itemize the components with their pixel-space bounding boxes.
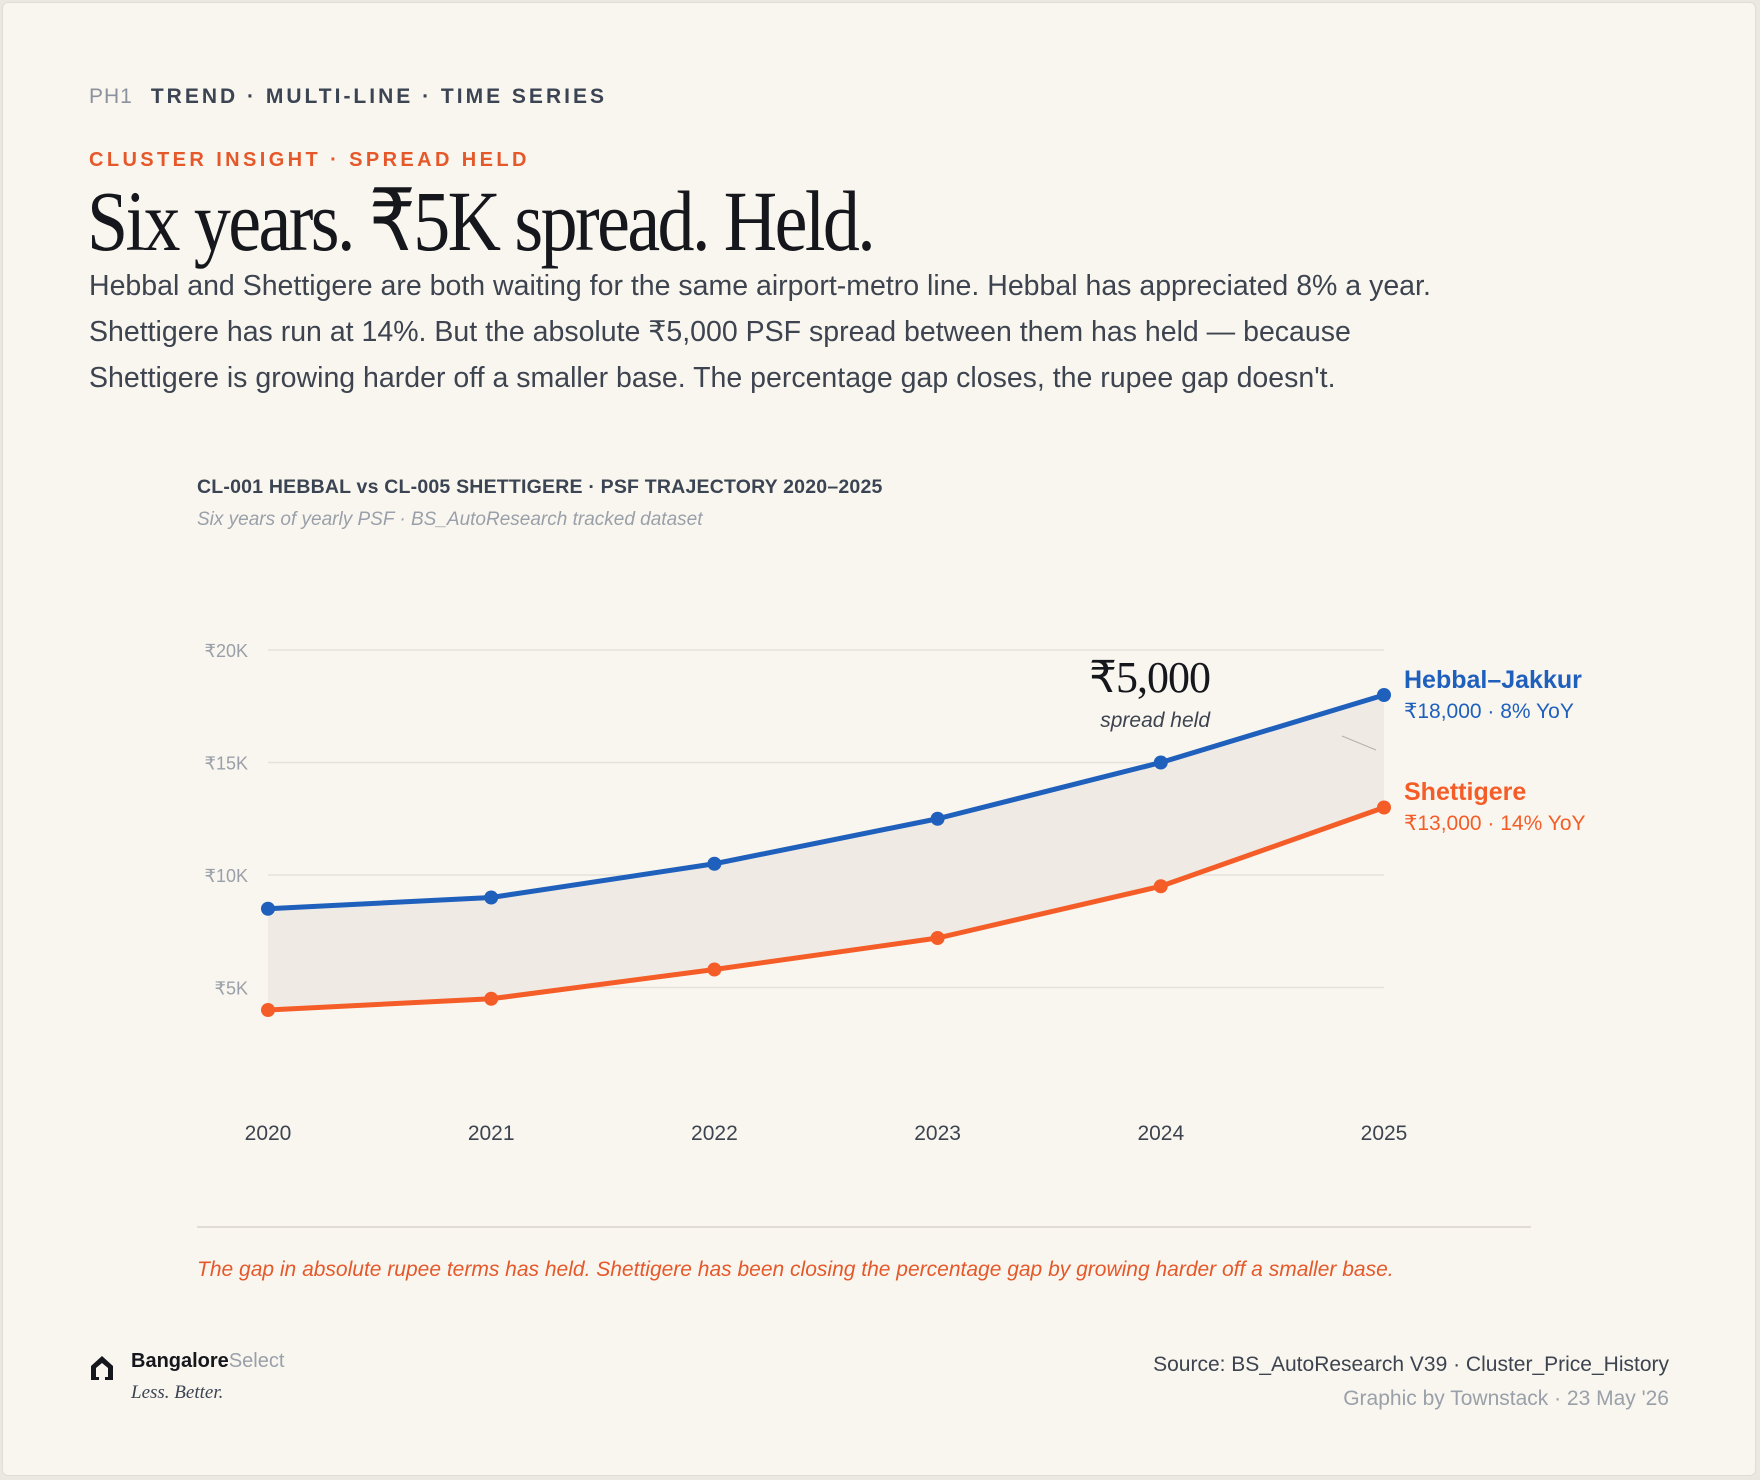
y-tick-label: ₹20K — [205, 641, 248, 661]
kicker: PH1 TREND · MULTI-LINE · TIME SERIES — [89, 85, 607, 109]
chart-subtitle: Six years of yearly PSF · BS_AutoResearc… — [197, 509, 703, 530]
y-tick-label: ₹15K — [205, 754, 248, 774]
data-point — [930, 931, 945, 945]
dek-paragraph: Hebbal and Shettigere are both waiting f… — [89, 270, 1431, 394]
series-name-label: Hebbal–Jakkur — [1404, 666, 1582, 694]
data-point — [484, 890, 499, 905]
source-line: Source: BS_AutoResearch V39 · Cluster_Pr… — [1153, 1353, 1669, 1376]
divider — [197, 1226, 1531, 1228]
eyebrow: CLUSTER INSIGHT · SPREAD HELD — [89, 149, 530, 171]
y-tick-label: ₹10K — [205, 866, 248, 886]
data-point — [1377, 688, 1391, 702]
chart-footnote: The gap in absolute rupee terms has held… — [197, 1258, 1394, 1281]
x-tick-label: 2021 — [468, 1122, 515, 1145]
spread-band — [268, 695, 1384, 1010]
brand-tagline: Less. Better. — [131, 1382, 224, 1403]
series-line — [265, 805, 1387, 1013]
x-tick-label: 2022 — [691, 1122, 738, 1145]
annotation-leader — [1341, 735, 1377, 751]
brand-name: BangaloreSelect — [131, 1350, 284, 1373]
series-value-label: ₹18,000 · 8% YoY — [1404, 700, 1574, 723]
brand-name-light: Select — [228, 1350, 285, 1372]
credit-line: Graphic by Townstack · 23 May '26 — [1343, 1387, 1669, 1410]
x-tick-label: 2020 — [245, 1122, 292, 1145]
series-line — [265, 692, 1387, 912]
x-tick-label: 2023 — [914, 1122, 961, 1145]
series-value-label: ₹13,000 · 14% YoY — [1404, 812, 1586, 835]
data-point — [1377, 800, 1391, 815]
data-point — [707, 856, 722, 871]
data-point — [707, 962, 722, 977]
chart-type-label: TREND · MULTI-LINE · TIME SERIES — [150, 85, 607, 108]
x-tick-label: 2025 — [1361, 1122, 1408, 1145]
x-tick-label: 2024 — [1137, 1122, 1184, 1145]
annotation-text: spread held — [1100, 709, 1211, 732]
headline: Six years. ₹5K spread. Held. — [87, 173, 876, 269]
data-point — [1153, 879, 1168, 894]
y-tick-label: ₹5K — [215, 979, 248, 999]
chart-code: PH1 — [89, 85, 133, 108]
data-point — [484, 991, 499, 1006]
annotation-value: ₹5,000 — [1089, 653, 1210, 702]
data-point — [1153, 755, 1168, 770]
series-name-label: Shettigere — [1404, 778, 1526, 806]
data-point — [261, 1003, 275, 1017]
chart-title: CL-001 HEBBAL vs CL-005 SHETTIGERE · PSF… — [197, 476, 883, 498]
data-point — [930, 811, 945, 826]
data-point — [261, 901, 275, 916]
house-icon — [91, 1356, 113, 1380]
brand-name-bold: Bangalore — [131, 1350, 229, 1372]
